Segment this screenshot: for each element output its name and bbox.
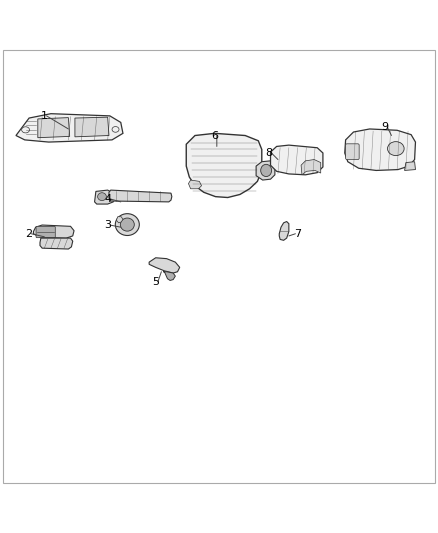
- Text: 6: 6: [211, 131, 218, 141]
- Text: 9: 9: [381, 122, 389, 132]
- Text: 8: 8: [266, 148, 273, 158]
- Polygon shape: [405, 161, 416, 171]
- Polygon shape: [38, 118, 70, 138]
- Ellipse shape: [115, 214, 139, 236]
- Polygon shape: [301, 159, 321, 175]
- Ellipse shape: [21, 127, 29, 133]
- FancyBboxPatch shape: [346, 144, 359, 159]
- Polygon shape: [163, 272, 175, 280]
- Text: 3: 3: [104, 220, 111, 230]
- Polygon shape: [279, 222, 289, 240]
- Polygon shape: [109, 190, 172, 202]
- Polygon shape: [186, 133, 262, 198]
- Ellipse shape: [112, 126, 119, 132]
- Polygon shape: [256, 161, 275, 180]
- Text: 1: 1: [41, 111, 48, 121]
- Polygon shape: [33, 225, 74, 238]
- Polygon shape: [149, 258, 180, 273]
- FancyBboxPatch shape: [36, 227, 55, 238]
- Polygon shape: [117, 217, 123, 223]
- Polygon shape: [188, 180, 201, 189]
- Polygon shape: [16, 114, 123, 142]
- Text: 7: 7: [294, 229, 301, 239]
- Polygon shape: [345, 129, 416, 171]
- Ellipse shape: [120, 218, 134, 231]
- Ellipse shape: [388, 142, 404, 156]
- Ellipse shape: [261, 164, 272, 176]
- Polygon shape: [95, 190, 113, 204]
- Polygon shape: [40, 238, 73, 249]
- Text: 5: 5: [152, 277, 159, 287]
- Polygon shape: [75, 117, 109, 137]
- Ellipse shape: [98, 193, 106, 200]
- Text: 2: 2: [25, 229, 33, 239]
- Text: 4: 4: [104, 194, 111, 204]
- Polygon shape: [271, 145, 323, 175]
